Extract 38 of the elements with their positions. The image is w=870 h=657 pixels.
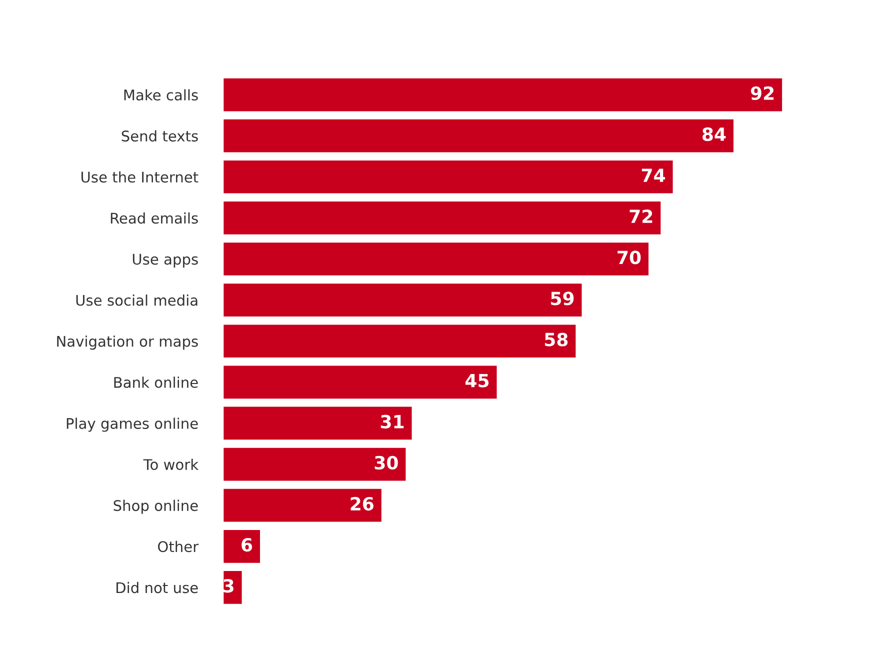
y-tick-label: Use the Internet [82, 171, 198, 183]
bar [224, 324, 576, 358]
data-label: 84 [702, 127, 726, 142]
bar [224, 488, 382, 522]
data-label: 59 [551, 292, 574, 306]
bar [224, 78, 782, 112]
bar [224, 242, 649, 276]
bar [224, 448, 406, 481]
data-label: 6 [242, 538, 252, 552]
y-tick-label: Read emails [110, 212, 198, 224]
data-label: 74 [642, 168, 666, 182]
data-label: 72 [630, 210, 652, 223]
y-tick-label: To work [143, 458, 199, 470]
bar [224, 406, 412, 440]
data-label: 92 [750, 86, 774, 100]
y-tick-label: Play games online [66, 418, 198, 432]
y-tick-label: Bank online [114, 376, 198, 388]
data-label: 58 [544, 332, 568, 346]
bar [224, 160, 673, 194]
bar [224, 366, 497, 399]
bar [224, 284, 582, 316]
data-label: 26 [350, 496, 374, 511]
y-tick-label: Navigation or maps [57, 336, 198, 350]
bar [224, 202, 661, 234]
bar [224, 530, 260, 563]
data-label: 45 [465, 374, 489, 388]
y-tick-label: Shop online [114, 500, 198, 514]
data-label: 3 [224, 579, 234, 593]
data-label: 30 [374, 456, 398, 470]
data-label: 31 [380, 414, 404, 428]
y-tick-label: Other [158, 540, 199, 552]
data-label: 70 [618, 250, 641, 264]
y-tick-label: Make calls [124, 89, 198, 101]
y-tick-label: Use apps [132, 254, 198, 268]
y-tick-label: Send texts [122, 130, 198, 142]
bar [224, 119, 734, 152]
y-tick-label: Did not use [116, 582, 198, 594]
y-tick-label: Use social media [76, 294, 198, 306]
